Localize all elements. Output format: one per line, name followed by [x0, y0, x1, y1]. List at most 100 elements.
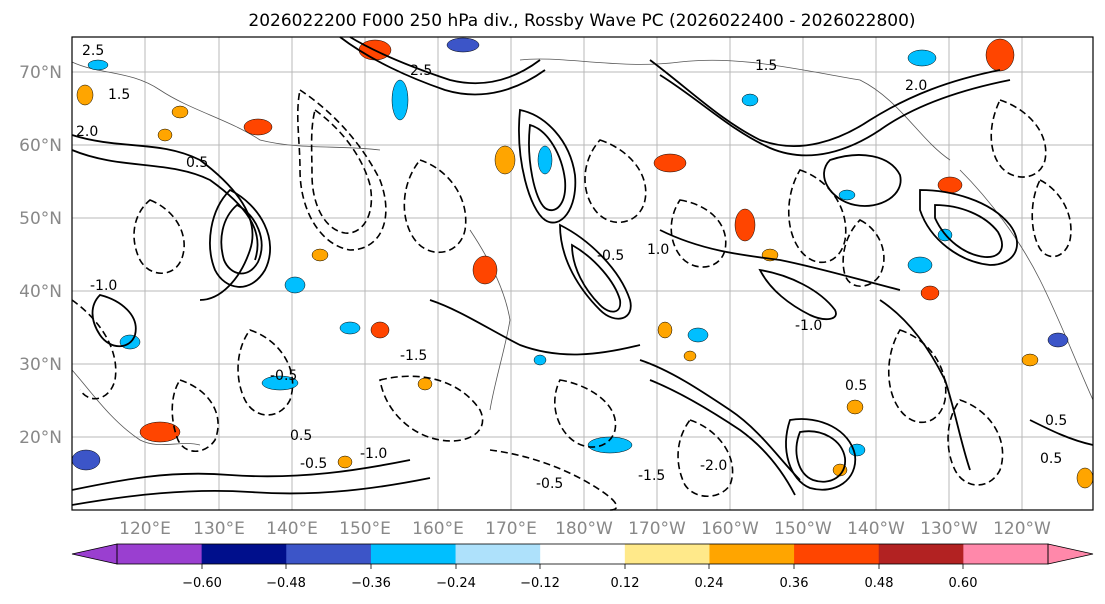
contour-label: -1.0 — [90, 278, 117, 294]
conv-patch — [261, 375, 299, 391]
gridlines — [72, 37, 1093, 510]
div-patch — [920, 285, 940, 301]
conv-patch — [339, 321, 361, 335]
colorbar-extend-low — [71, 543, 118, 565]
conv-patch — [537, 145, 553, 175]
lon-label: 160°E — [412, 519, 464, 539]
div-patch — [417, 377, 433, 391]
div-patch — [370, 321, 390, 339]
div-patch — [985, 38, 1015, 72]
contour-label: -1.5 — [638, 468, 665, 484]
conv-patch — [587, 436, 633, 454]
div-patch — [139, 421, 181, 443]
lat-label: 40°N — [19, 282, 62, 302]
div-patch — [657, 321, 673, 339]
contour-label: 1.5 — [755, 58, 777, 74]
colorbar-ticks — [201, 564, 964, 569]
lon-label: 140°E — [266, 519, 318, 539]
colorbar-segments — [117, 544, 1049, 564]
colorbar-extend-high — [1047, 543, 1094, 565]
div-patch — [653, 153, 687, 173]
contour-label: 1.0 — [647, 242, 669, 258]
conv-patch — [1047, 332, 1069, 348]
colorbar-tick-label: −0.12 — [520, 576, 560, 591]
lon-label: 120°E — [119, 519, 171, 539]
colorbar-tick-label: 0.24 — [695, 576, 724, 591]
div-patch — [937, 176, 963, 194]
conv-patch — [741, 93, 759, 107]
contour-label: -0.5 — [597, 248, 624, 264]
contour-label: 2.5 — [82, 43, 104, 59]
contour-label: -1.0 — [360, 446, 387, 462]
div-patch — [472, 255, 498, 285]
contour-label: 0.5 — [1045, 413, 1067, 429]
div-patch — [157, 128, 173, 142]
conv-patch — [391, 79, 409, 121]
colorbar-segment — [878, 544, 964, 564]
contour-label: -1.5 — [400, 348, 427, 364]
lon-label: 130°W — [920, 519, 978, 539]
conv-patch — [687, 327, 709, 343]
lat-label: 50°N — [19, 209, 62, 229]
contour-labels: 2.5 1.5 2.0 0.5 1.0 -1.0 -0.5 1.5 -0.5 0… — [76, 43, 1067, 492]
div-patch — [76, 84, 94, 106]
div-patch — [1021, 353, 1039, 367]
map-panel: 2.5 1.5 2.0 0.5 1.0 -1.0 -0.5 1.5 -0.5 0… — [71, 36, 1094, 511]
lat-label: 30°N — [19, 355, 62, 375]
lon-label: 150°E — [339, 519, 391, 539]
conv-patch — [838, 189, 856, 201]
contour-label: 2.0 — [76, 124, 98, 140]
colorbar-tick-label: −0.48 — [266, 576, 306, 591]
contour-label: 1.5 — [108, 87, 130, 103]
colorbar-segment — [370, 544, 457, 564]
colorbar-segment — [117, 544, 203, 564]
contour-label: -0.5 — [270, 368, 297, 384]
colorbar-segment — [794, 544, 880, 564]
contour-label: 2.5 — [410, 63, 432, 79]
latitude-labels: 70°N 60°N 50°N 40°N 30°N 20°N — [19, 63, 62, 448]
colorbar-tick-label: 0.12 — [611, 576, 640, 591]
conv-patch — [907, 256, 933, 274]
conv-patch — [446, 37, 480, 53]
lon-label: 170°E — [485, 519, 537, 539]
colorbar-tick-labels: −0.60 −0.48 −0.36 −0.24 −0.12 0.12 0.24 … — [182, 576, 977, 591]
colorbar-tick-label: −0.60 — [182, 576, 222, 591]
contour-label: -0.5 — [300, 456, 327, 472]
conv-patch — [533, 354, 547, 366]
lon-label: 170°W — [628, 519, 686, 539]
colorbar-tick-label: −0.36 — [351, 576, 391, 591]
conv-patch — [284, 276, 306, 294]
lon-label: 150°W — [774, 519, 832, 539]
colorbar-tick-label: 0.60 — [949, 576, 978, 591]
colorbar-tick-label: 0.48 — [865, 576, 894, 591]
colorbar-segment — [709, 544, 795, 564]
contour-label: 0.5 — [186, 155, 208, 171]
contour-label: -2.0 — [700, 458, 727, 474]
conv-patch — [71, 449, 101, 471]
div-patch — [494, 145, 516, 175]
dashed-contours — [71, 88, 1072, 511]
longitude-labels: 120°E 130°E 140°E 150°E 160°E 170°E 180°… — [119, 519, 1051, 539]
positive-divergence-shading — [76, 38, 1094, 489]
contour-label: 0.5 — [290, 428, 312, 444]
div-patch — [683, 350, 697, 362]
lon-label: 180°W — [555, 519, 613, 539]
negative-divergence-shading — [71, 37, 1069, 471]
map-background — [72, 37, 1093, 510]
conv-patch — [907, 49, 937, 67]
contour-label: 0.5 — [845, 378, 867, 394]
colorbar-segment — [455, 544, 541, 564]
lat-label: 60°N — [19, 136, 62, 156]
colorbar-frame — [116, 543, 1049, 565]
div-patch — [1076, 467, 1094, 489]
colorbar: −0.60 −0.48 −0.36 −0.24 −0.12 0.12 0.24 … — [71, 543, 1094, 591]
contour-label: 0.5 — [1040, 451, 1062, 467]
div-patch — [337, 455, 353, 469]
conv-patch — [87, 59, 109, 71]
contour-label: -1.0 — [795, 318, 822, 334]
contour-label: -0.5 — [536, 476, 563, 492]
lat-label: 20°N — [19, 428, 62, 448]
figure-title: 2026022200 F000 250 hPa div., Rossby Wav… — [248, 11, 915, 31]
div-patch — [734, 208, 756, 242]
